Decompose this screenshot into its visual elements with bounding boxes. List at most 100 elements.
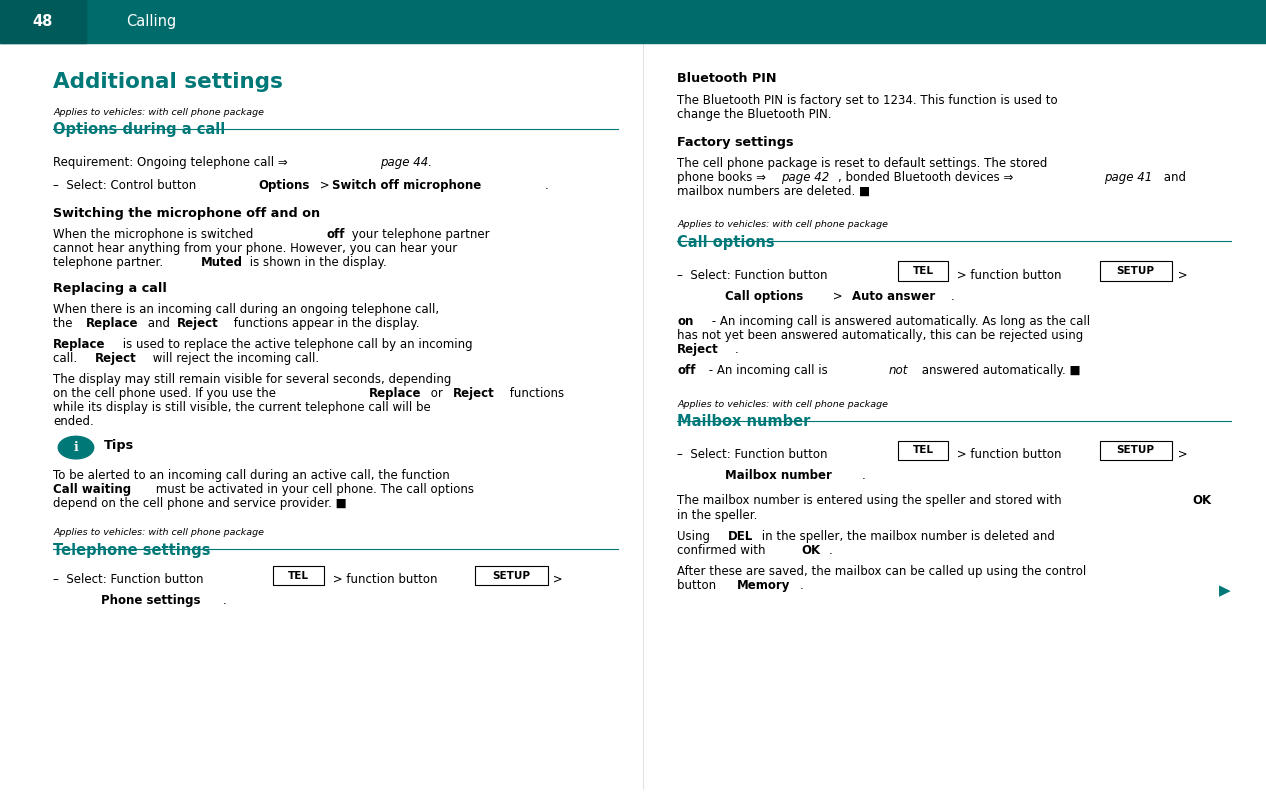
Text: depend on the cell phone and service provider. ■: depend on the cell phone and service pro… (53, 497, 347, 510)
Text: SETUP: SETUP (1117, 445, 1155, 456)
Text: Reject: Reject (453, 387, 495, 400)
Text: Applies to vehicles: with cell phone package: Applies to vehicles: with cell phone pac… (53, 108, 265, 117)
Text: .: . (862, 469, 866, 482)
Text: >: > (549, 573, 563, 586)
Text: Switch off microphone: Switch off microphone (332, 179, 481, 192)
Text: .: . (734, 343, 738, 357)
Text: functions appear in the display.: functions appear in the display. (230, 316, 420, 330)
Text: When there is an incoming call during an ongoing telephone call,: When there is an incoming call during an… (53, 303, 439, 316)
Text: DEL: DEL (728, 530, 753, 543)
Text: answered automatically. ■: answered automatically. ■ (918, 365, 1080, 378)
Text: or: or (427, 387, 447, 400)
Text: > function button: > function button (953, 448, 1066, 461)
Text: Memory: Memory (737, 579, 790, 592)
Text: TEL: TEL (289, 571, 309, 580)
Text: in the speller, the mailbox number is deleted and: in the speller, the mailbox number is de… (758, 530, 1055, 543)
Text: and: and (1160, 171, 1186, 184)
Text: When the microphone is switched: When the microphone is switched (53, 228, 257, 241)
Text: Reject: Reject (177, 316, 219, 330)
Text: in the speller.: in the speller. (677, 509, 757, 522)
Text: Call waiting: Call waiting (53, 483, 132, 496)
FancyBboxPatch shape (898, 440, 948, 460)
Text: >: > (829, 290, 847, 303)
Text: Replace: Replace (53, 338, 105, 351)
Text: > function button: > function button (953, 269, 1066, 282)
Text: TEL: TEL (913, 445, 933, 456)
Text: ended.: ended. (53, 415, 94, 428)
Text: Applies to vehicles: with cell phone package: Applies to vehicles: with cell phone pac… (677, 221, 889, 229)
Circle shape (58, 436, 94, 459)
Text: page 41: page 41 (1104, 171, 1152, 184)
Text: To be alerted to an incoming call during an active call, the function: To be alerted to an incoming call during… (53, 469, 449, 482)
Text: Applies to vehicles: with cell phone package: Applies to vehicles: with cell phone pac… (53, 528, 265, 537)
Text: >: > (316, 179, 334, 192)
Text: Replace: Replace (368, 387, 420, 400)
Text: on: on (677, 315, 694, 328)
Text: The mailbox number is entered using the speller and stored with: The mailbox number is entered using the … (677, 494, 1066, 507)
Text: –  Select: Function button: – Select: Function button (53, 573, 208, 586)
Text: Switching the microphone off and on: Switching the microphone off and on (53, 207, 320, 220)
Text: Phone settings: Phone settings (101, 594, 201, 607)
Text: while its display is still visible, the current telephone call will be: while its display is still visible, the … (53, 401, 430, 415)
Text: button: button (677, 579, 720, 592)
Text: Using: Using (677, 530, 714, 543)
Text: .: . (800, 579, 804, 592)
Text: and: and (144, 316, 173, 330)
Text: >: > (1174, 269, 1188, 282)
Text: Telephone settings: Telephone settings (53, 543, 210, 558)
Text: –  Select: Function button: – Select: Function button (677, 269, 832, 282)
Text: The cell phone package is reset to default settings. The stored: The cell phone package is reset to defau… (677, 157, 1048, 170)
Text: SETUP: SETUP (1117, 266, 1155, 276)
Text: .: . (829, 543, 833, 557)
Text: the: the (53, 316, 76, 330)
Text: not: not (889, 365, 908, 378)
Text: call.: call. (53, 352, 81, 365)
FancyBboxPatch shape (898, 262, 948, 281)
Text: –  Select: Function button: – Select: Function button (677, 448, 832, 461)
Text: telephone partner.: telephone partner. (53, 256, 167, 269)
Text: is used to replace the active telephone call by an incoming: is used to replace the active telephone … (119, 338, 472, 351)
Text: Options: Options (258, 179, 310, 192)
Text: The display may still remain visible for several seconds, depending: The display may still remain visible for… (53, 373, 452, 386)
Text: Tips: Tips (104, 439, 134, 452)
Text: - An incoming call is: - An incoming call is (705, 365, 832, 378)
Text: >: > (1174, 448, 1188, 461)
Text: off: off (677, 365, 696, 378)
Text: change the Bluetooth PIN.: change the Bluetooth PIN. (677, 108, 832, 121)
Text: Additional settings: Additional settings (53, 72, 284, 93)
Text: Bluetooth PIN: Bluetooth PIN (677, 72, 777, 85)
Text: Requirement: Ongoing telephone call ⇒: Requirement: Ongoing telephone call ⇒ (53, 156, 291, 169)
Text: .: . (223, 594, 227, 607)
Text: functions: functions (506, 387, 565, 400)
Text: Replace: Replace (86, 316, 138, 330)
Text: .: . (951, 290, 955, 303)
Text: Replacing a call: Replacing a call (53, 282, 167, 295)
Text: must be activated in your cell phone. The call options: must be activated in your cell phone. Th… (152, 483, 473, 496)
Text: page 42: page 42 (781, 171, 829, 184)
Text: Reject: Reject (677, 343, 719, 357)
Text: The Bluetooth PIN is factory set to 1234. This function is used to: The Bluetooth PIN is factory set to 1234… (677, 93, 1058, 106)
Bar (0, 0, 86, 43)
Text: Call options: Call options (725, 290, 804, 303)
Text: i: i (73, 441, 78, 454)
Text: –  Select: Control button: – Select: Control button (53, 179, 200, 192)
Text: on the cell phone used. If you use the: on the cell phone used. If you use the (53, 387, 280, 400)
Text: Auto answer: Auto answer (852, 290, 936, 303)
Text: Calling: Calling (127, 14, 177, 29)
FancyBboxPatch shape (475, 566, 547, 585)
Text: cannot hear anything from your phone. However, you can hear your: cannot hear anything from your phone. Ho… (53, 242, 457, 255)
Text: Options during a call: Options during a call (53, 122, 225, 138)
Text: has not yet been answered automatically, this can be rejected using: has not yet been answered automatically,… (677, 329, 1084, 342)
Text: TEL: TEL (913, 266, 933, 276)
Text: Factory settings: Factory settings (677, 136, 794, 149)
Text: off: off (327, 228, 346, 241)
Text: ▶: ▶ (1219, 583, 1231, 598)
Text: confirmed with: confirmed with (677, 543, 770, 557)
Text: 48: 48 (33, 14, 53, 29)
FancyBboxPatch shape (273, 566, 324, 585)
Text: Mailbox number: Mailbox number (725, 469, 832, 482)
Text: Reject: Reject (95, 352, 137, 365)
FancyBboxPatch shape (1099, 440, 1172, 460)
Text: > function button: > function button (329, 573, 442, 586)
Text: After these are saved, the mailbox can be called up using the control: After these are saved, the mailbox can b… (677, 565, 1086, 578)
